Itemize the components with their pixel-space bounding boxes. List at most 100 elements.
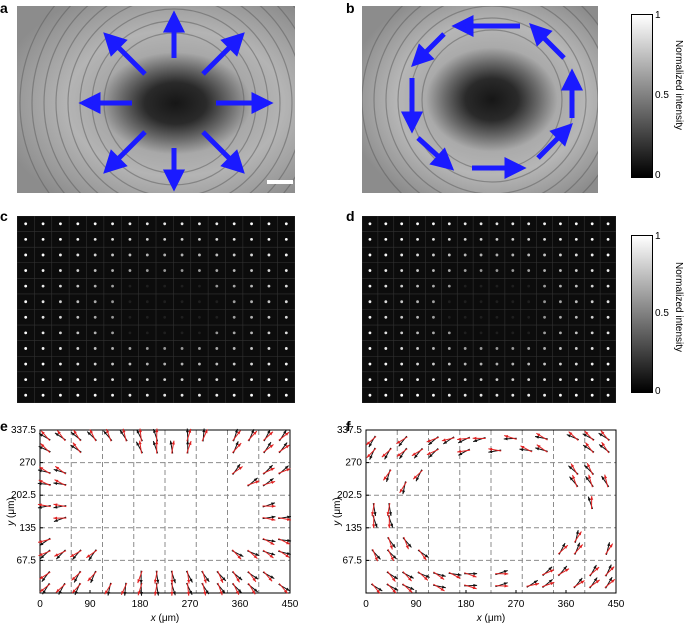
array-spot: [527, 363, 530, 366]
array-spot: [416, 300, 419, 303]
array-spot: [198, 378, 201, 381]
panel-label-c: c: [0, 208, 8, 224]
y-tick-label: 270: [345, 458, 362, 469]
array-spot: [285, 394, 288, 397]
array-spot: [575, 347, 578, 350]
array-spot: [24, 222, 27, 225]
array-spot: [559, 222, 562, 225]
array-spot: [268, 254, 271, 257]
array-spot: [111, 331, 114, 334]
array-spot: [400, 254, 403, 257]
array-spot: [215, 316, 218, 319]
array-spot: [591, 347, 594, 350]
array-spot: [181, 378, 184, 381]
array-spot: [432, 347, 435, 350]
array-spot: [250, 363, 253, 366]
array-spot: [250, 254, 253, 257]
array-spot: [369, 285, 372, 288]
array-spot: [285, 254, 288, 257]
array-spot: [511, 300, 514, 303]
array-spot: [559, 378, 562, 381]
intensity-array-image-c: [17, 216, 295, 403]
array-spot: [198, 285, 201, 288]
array-spot: [215, 378, 218, 381]
array-spot: [111, 316, 114, 319]
array-spot: [111, 269, 114, 272]
array-spot: [24, 269, 27, 272]
vector-arrowhead: [272, 505, 276, 508]
array-spot: [416, 222, 419, 225]
array-spot: [233, 285, 236, 288]
array-spot: [59, 394, 62, 397]
array-spot: [129, 300, 132, 303]
array-spot: [559, 285, 562, 288]
x-tick-label: 360: [558, 599, 575, 610]
array-spot: [575, 378, 578, 381]
array-spot: [111, 394, 114, 397]
array-spot: [233, 222, 236, 225]
y-axis-label: y (μm): [6, 497, 17, 527]
colorbar-top-tick-1: 1: [655, 10, 661, 21]
colorbar-mid-tick-1: 1: [655, 231, 661, 242]
array-spot: [198, 394, 201, 397]
array-spot: [268, 238, 271, 241]
array-spot: [181, 254, 184, 257]
array-spot: [42, 316, 45, 319]
array-spot: [496, 363, 499, 366]
array-spot: [181, 269, 184, 272]
array-spot: [198, 254, 201, 257]
array-spot: [215, 269, 218, 272]
array-spot: [215, 331, 218, 334]
array-spot: [543, 285, 546, 288]
array-spot: [543, 363, 546, 366]
array-spot: [285, 269, 288, 272]
array-spot: [496, 222, 499, 225]
array-spot: [285, 331, 288, 334]
array-spot: [543, 316, 546, 319]
array-spot: [181, 285, 184, 288]
array-spot: [607, 269, 610, 272]
array-spot: [607, 363, 610, 366]
array-spot: [163, 222, 166, 225]
array-spot: [198, 331, 201, 334]
array-spot: [250, 285, 253, 288]
array-spot: [59, 347, 62, 350]
array-spot: [268, 347, 271, 350]
array-spot: [268, 331, 271, 334]
array-spot: [215, 347, 218, 350]
array-spot: [559, 331, 562, 334]
array-spot: [233, 238, 236, 241]
array-spot: [384, 285, 387, 288]
array-spot: [464, 254, 467, 257]
array-spot: [496, 347, 499, 350]
azimuthal-beam-svg: [362, 6, 598, 193]
vector-arrowhead: [504, 435, 508, 438]
vector-arrowhead: [504, 572, 508, 575]
array-spot: [400, 222, 403, 225]
array-spot: [480, 222, 483, 225]
vector-arrowhead: [535, 447, 539, 450]
array-spot: [448, 363, 451, 366]
array-spot: [432, 300, 435, 303]
x-tick-label: 180: [132, 599, 149, 610]
vector-arrowhead: [390, 545, 393, 549]
array-spot: [496, 269, 499, 272]
array-spot: [181, 222, 184, 225]
array-spot: [416, 378, 419, 381]
array-spot: [215, 238, 218, 241]
array-spot: [94, 285, 97, 288]
array-spot: [268, 394, 271, 397]
vector-arrowhead: [588, 475, 591, 479]
array-spot: [511, 316, 514, 319]
array-spot: [250, 394, 253, 397]
array-spot: [146, 285, 149, 288]
array-spot: [233, 331, 236, 334]
vector-arrowhead: [473, 437, 477, 440]
array-spot: [496, 254, 499, 257]
x-tick-label: 0: [37, 599, 43, 610]
array-spot: [285, 378, 288, 381]
array-spot: [511, 394, 514, 397]
array-spot: [400, 363, 403, 366]
array-spot: [111, 222, 114, 225]
colorbar-top-label: Normalized intensity: [673, 40, 684, 130]
